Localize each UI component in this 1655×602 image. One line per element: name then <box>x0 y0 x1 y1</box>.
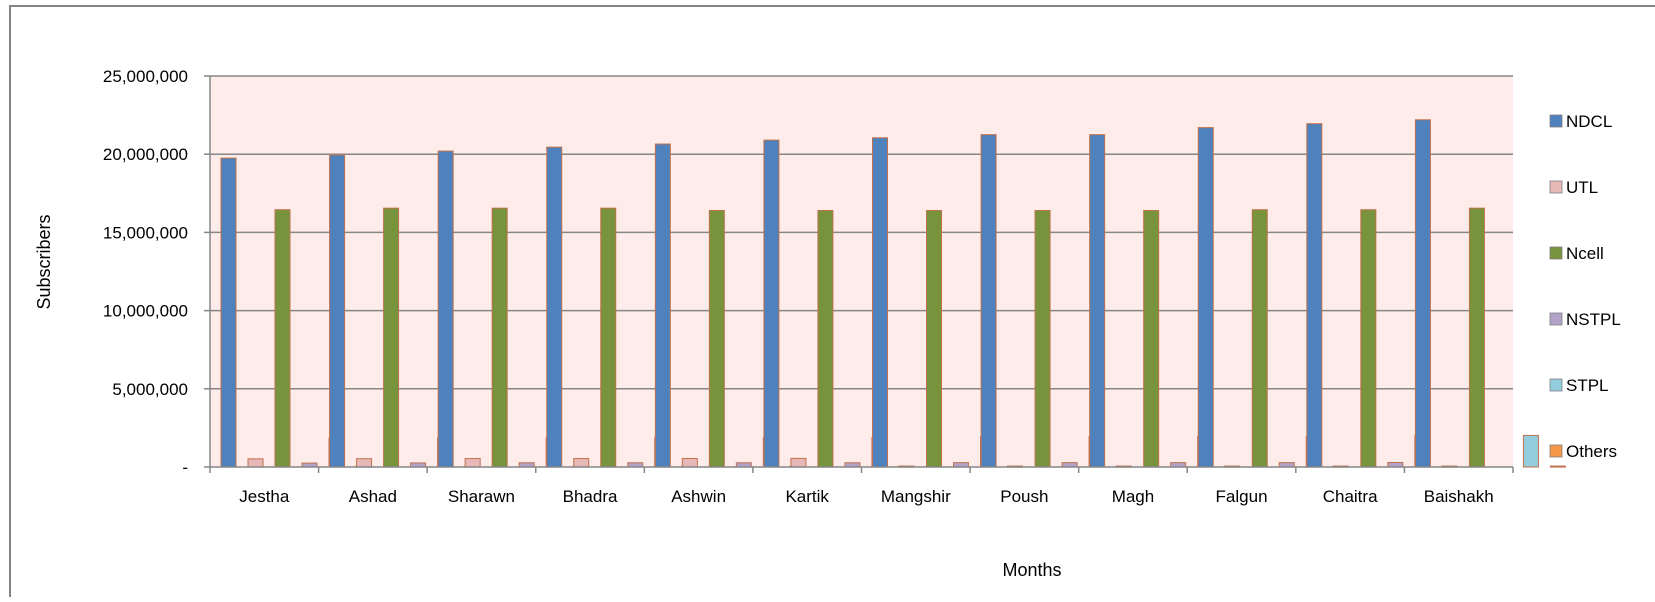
bar-ncell-sharawn <box>491 207 508 468</box>
x-tick-label: Magh <box>1112 487 1155 506</box>
y-tick-label: 10,000,000 <box>103 302 188 321</box>
bar-ncell-kartik <box>817 210 834 468</box>
y-tick-label: - <box>182 458 188 477</box>
legend-swatch-utl <box>1549 180 1563 194</box>
bar-ncell-bhadra <box>600 207 617 468</box>
bar-ncell-falgun <box>1251 209 1268 468</box>
y-tick-label: 15,000,000 <box>103 223 188 242</box>
bar-utl-kartik <box>790 457 807 468</box>
bar-ncell-ashwin <box>708 210 725 468</box>
y-tick-label: 5,000,000 <box>112 380 188 399</box>
legend-swatch-ndcl <box>1549 114 1563 128</box>
legend-label-others: Others <box>1566 442 1617 461</box>
bar-utl-ashwin <box>681 457 698 468</box>
legend-swatch-stpl <box>1549 378 1563 392</box>
legend-swatch-others <box>1549 444 1563 458</box>
bar-ncell-mangshir <box>926 210 942 468</box>
bar-utl-sharawn <box>464 458 481 468</box>
x-tick-label: Falgun <box>1216 487 1268 506</box>
bar-utl-ashad <box>356 458 373 468</box>
bar-ncell-ashad <box>383 207 400 468</box>
bar-utl-bhadra <box>573 458 590 468</box>
bar-ndcl-jestha <box>220 157 237 468</box>
bar-ncell-chaitra <box>1360 209 1377 468</box>
bar-ndcl-poush <box>980 134 997 468</box>
x-tick-label: Baishakh <box>1424 487 1494 506</box>
legend-label-ncell: Ncell <box>1566 244 1604 263</box>
x-tick-label: Sharawn <box>448 487 515 506</box>
x-tick-label: Ashwin <box>671 487 726 506</box>
axes: - 5,000,000 10,000,000 15,000,000 20,000,000… <box>103 67 1514 506</box>
legend-label-nstpl: NSTPL <box>1566 310 1621 329</box>
bar-ncell-magh <box>1143 210 1160 468</box>
bar-ncell-baishakh <box>1468 207 1485 468</box>
x-tick-label: Mangshir <box>881 487 951 506</box>
bar-stpl-baishakh <box>1522 434 1539 468</box>
legend-swatch-ncell <box>1549 246 1563 260</box>
legend: NDCL UTL Ncell NSTPL STPL Others <box>1549 112 1621 461</box>
legend-swatch-nstpl <box>1549 312 1563 326</box>
bar-ndcl-magh <box>1089 134 1106 468</box>
bar-ncell-poush <box>1034 210 1051 468</box>
x-tick-label: Ashad <box>349 487 397 506</box>
bar-ndcl-baishakh <box>1414 119 1431 468</box>
x-tick-label: Kartik <box>785 487 829 506</box>
bar-ndcl-mangshir <box>872 137 888 468</box>
y-tick-label: 20,000,000 <box>103 145 188 164</box>
bar-ndcl-kartik <box>763 139 780 468</box>
bar-others-baishakh <box>1549 465 1566 468</box>
bar-ndcl-ashad <box>329 154 346 468</box>
x-axis-title: Months <box>1002 560 1061 580</box>
y-axis-title: Subscribers <box>34 214 54 309</box>
bar-ndcl-chaitra <box>1306 123 1323 468</box>
bar-ndcl-sharawn <box>437 150 454 468</box>
bar-ndcl-falgun <box>1197 127 1214 468</box>
bar-utl-jestha <box>247 458 264 468</box>
x-tick-label: Chaitra <box>1323 487 1378 506</box>
x-tick-label: Jestha <box>239 487 290 506</box>
bar-ndcl-bhadra <box>546 146 563 468</box>
bar-ncell-jestha <box>274 209 291 468</box>
bar-ndcl-ashwin <box>654 143 671 468</box>
legend-label-utl: UTL <box>1566 178 1598 197</box>
x-tick-label: Bhadra <box>563 487 618 506</box>
legend-label-stpl: STPL <box>1566 376 1609 395</box>
y-tick-label: 25,000,000 <box>103 67 188 86</box>
x-tick-label: Poush <box>1000 487 1048 506</box>
plot-area <box>210 76 1513 467</box>
gridlines <box>210 75 1513 390</box>
legend-label-ndcl: NDCL <box>1566 112 1612 131</box>
